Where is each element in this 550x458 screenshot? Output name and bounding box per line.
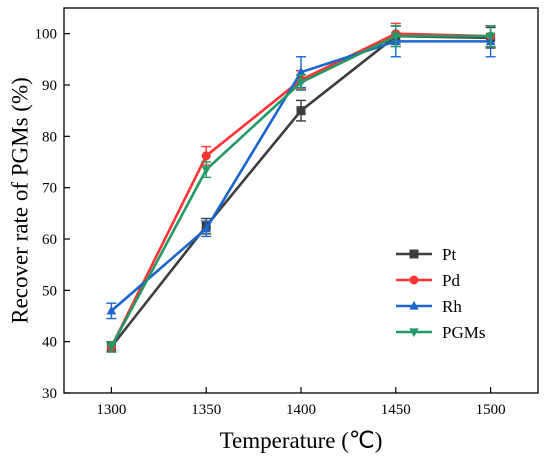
y-tick-label: 60	[42, 232, 57, 248]
data-point-pt	[296, 106, 306, 116]
data-point-pgms	[485, 32, 496, 42]
y-tick-label: 50	[42, 283, 57, 299]
x-tick-label: 1350	[191, 402, 221, 418]
y-axis: 30 40 50 60 70 80 90 100	[35, 27, 70, 402]
legend-label: Rh	[442, 297, 462, 316]
legend-label: Pt	[442, 245, 456, 264]
x-tick-label: 1500	[476, 402, 506, 418]
y-axis-title: Recover rate of PGMs (%)	[8, 77, 33, 324]
x-tick-label: 1450	[381, 402, 411, 418]
legend-marker	[409, 328, 419, 338]
data-point-pgms	[296, 78, 306, 88]
y-tick-label: 90	[42, 78, 57, 94]
legend-marker	[409, 249, 419, 259]
data-point-rh	[296, 66, 306, 76]
data-point-pgms	[201, 166, 211, 175]
legend-marker	[409, 300, 419, 310]
x-axis-title: Temperature (℃)	[220, 428, 383, 453]
legend-item-rh: Rh	[396, 297, 462, 316]
legend-label: Pd	[442, 271, 460, 290]
series-pgms	[106, 25, 496, 353]
legend: Pt Pd Rh PGMs	[396, 245, 485, 342]
legend-item-pt: Pt	[396, 245, 456, 264]
legend-item-pd: Pd	[396, 271, 460, 290]
y-tick-label: 80	[42, 129, 57, 145]
data-point-rh	[106, 305, 117, 315]
x-tick-label: 1400	[286, 402, 316, 418]
legend-label: PGMs	[442, 323, 485, 342]
x-tick-label: 1300	[96, 402, 126, 418]
series-rh	[106, 25, 496, 320]
data-point-pgms	[391, 32, 401, 42]
x-axis: 1300 1350 1400 1450 1500	[96, 387, 506, 418]
y-tick-label: 30	[42, 386, 57, 402]
data-point-pd	[201, 151, 211, 161]
data-point-pgms	[106, 343, 117, 352]
y-tick-label: 70	[42, 181, 57, 197]
plot-area	[106, 22, 496, 353]
y-tick-label: 100	[35, 27, 58, 43]
data-point-rh	[201, 223, 211, 233]
legend-marker	[409, 275, 419, 285]
y-tick-label: 40	[42, 335, 57, 351]
legend-item-pgms: PGMs	[396, 323, 485, 342]
